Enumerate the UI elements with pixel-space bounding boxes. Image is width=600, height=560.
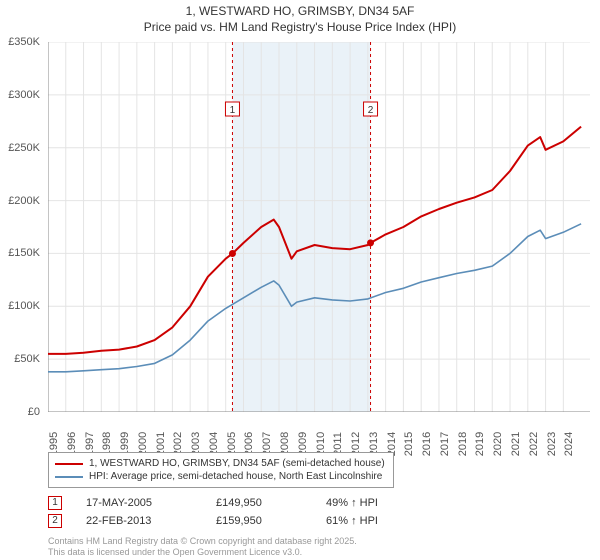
- y-axis: £0£50K£100K£150K£200K£250K£300K£350K: [0, 42, 44, 412]
- y-tick-label: £350K: [8, 36, 40, 48]
- legend-item: HPI: Average price, semi-detached house,…: [55, 470, 387, 483]
- x-tick-label: 2022: [528, 432, 540, 456]
- y-tick-label: £300K: [8, 89, 40, 101]
- legend-label: HPI: Average price, semi-detached house,…: [89, 471, 382, 482]
- y-tick-label: £200K: [8, 195, 40, 207]
- event-price: £159,950: [216, 515, 326, 527]
- event-row: 2 22-FEB-2013£159,95061% ↑ HPI: [48, 512, 590, 530]
- event-price: £149,950: [216, 497, 326, 509]
- x-axis: 1995199619971998199920002001200220032004…: [48, 414, 590, 448]
- x-tick-label: 2020: [492, 432, 504, 456]
- chart-container: 1, WESTWARD HO, GRIMSBY, DN34 5AF Price …: [0, 0, 600, 560]
- x-tick-label: 2018: [457, 432, 469, 456]
- event-rows: 1 17-MAY-2005£149,95049% ↑ HPI 2 22-FEB-201…: [48, 494, 590, 530]
- y-tick-label: £50K: [14, 353, 40, 365]
- y-tick-label: £100K: [8, 300, 40, 312]
- x-tick-label: 2024: [563, 432, 575, 456]
- x-tick-label: 2017: [439, 432, 451, 456]
- event-row: 1 17-MAY-2005£149,95049% ↑ HPI: [48, 494, 590, 512]
- plot-svg: 12: [48, 42, 590, 412]
- y-tick-label: £150K: [8, 247, 40, 259]
- title-line1: 1, WESTWARD HO, GRIMSBY, DN34 5AF: [0, 4, 600, 20]
- footer-line1: Contains HM Land Registry data © Crown c…: [48, 536, 357, 547]
- footer: Contains HM Land Registry data © Crown c…: [48, 536, 357, 558]
- chart-area: 12: [48, 42, 590, 412]
- x-tick-label: 2016: [421, 432, 433, 456]
- svg-text:2: 2: [368, 105, 374, 116]
- event-date: 17-MAY-2005: [86, 497, 216, 509]
- svg-text:1: 1: [230, 105, 236, 116]
- event-marker-box: 1: [48, 496, 62, 510]
- legend-item: 1, WESTWARD HO, GRIMSBY, DN34 5AF (semi-…: [55, 457, 387, 470]
- footer-line2: This data is licensed under the Open Gov…: [48, 547, 357, 558]
- x-tick-label: 2019: [474, 432, 486, 456]
- event-pct: 49% ↑ HPI: [326, 497, 436, 509]
- x-tick-label: 2023: [546, 432, 558, 456]
- legend-swatch: [55, 463, 83, 465]
- y-tick-label: £0: [28, 406, 40, 418]
- title-block: 1, WESTWARD HO, GRIMSBY, DN34 5AF Price …: [0, 0, 600, 35]
- legend-label: 1, WESTWARD HO, GRIMSBY, DN34 5AF (semi-…: [89, 458, 385, 469]
- title-line2: Price paid vs. HM Land Registry's House …: [0, 20, 600, 36]
- legend-swatch: [55, 476, 83, 478]
- x-tick-label: 2021: [510, 432, 522, 456]
- y-tick-label: £250K: [8, 142, 40, 154]
- event-date: 22-FEB-2013: [86, 515, 216, 527]
- event-marker-box: 2: [48, 514, 62, 528]
- legend-box: 1, WESTWARD HO, GRIMSBY, DN34 5AF (semi-…: [48, 452, 394, 488]
- event-pct: 61% ↑ HPI: [326, 515, 436, 527]
- x-tick-label: 2015: [403, 432, 415, 456]
